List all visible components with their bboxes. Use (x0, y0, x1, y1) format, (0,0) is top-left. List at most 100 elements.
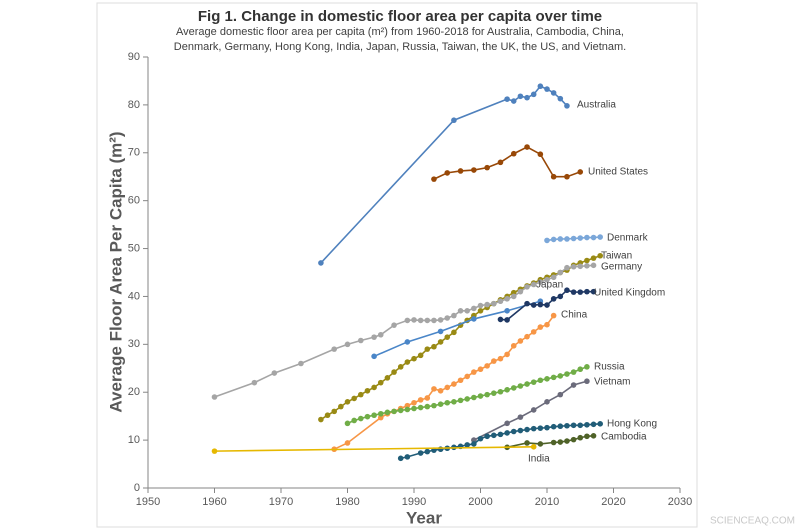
data-point (504, 96, 510, 102)
data-point (550, 173, 557, 180)
chart-frame (96, 2, 698, 528)
data-point (411, 399, 417, 406)
data-point (550, 423, 557, 430)
data-point (530, 329, 537, 335)
data-point (484, 164, 490, 171)
data-point (550, 236, 557, 243)
data-point (344, 341, 351, 348)
data-point (544, 424, 550, 431)
data-point (351, 417, 357, 424)
data-point (471, 316, 477, 322)
data-point (464, 308, 471, 314)
data-point (471, 441, 477, 447)
data-point (524, 94, 530, 101)
data-point (491, 390, 497, 396)
data-point (570, 369, 577, 375)
y-tick-label: 50 (128, 242, 140, 254)
data-point (510, 293, 517, 300)
data-point (550, 312, 557, 319)
data-point (504, 430, 510, 436)
data-point (377, 410, 384, 417)
series-line (506, 435, 594, 449)
x-tick-label: 1960 (202, 496, 226, 508)
data-point (471, 167, 477, 173)
data-point (477, 435, 484, 442)
data-point (338, 403, 344, 410)
data-point (537, 425, 544, 431)
data-point (491, 358, 497, 364)
data-point (537, 301, 544, 308)
data-point (590, 288, 597, 295)
data-point (584, 288, 590, 295)
data-point (491, 300, 497, 307)
data-point (431, 386, 437, 392)
series-label: Cambodia (601, 432, 647, 443)
series-label: Japan (536, 280, 563, 291)
data-point (524, 300, 530, 307)
data-point (570, 382, 577, 388)
data-point (464, 442, 471, 448)
data-point (570, 263, 577, 270)
y-tick-label: 70 (128, 147, 140, 159)
data-point (510, 428, 517, 435)
series-label: Taiwan (601, 251, 632, 262)
data-point (491, 432, 497, 439)
data-point (477, 302, 484, 309)
data-point (451, 329, 457, 336)
data-point (557, 95, 564, 102)
data-point (577, 263, 584, 270)
data-point (364, 387, 371, 394)
data-point (464, 396, 471, 402)
data-point (397, 364, 404, 370)
data-point (557, 439, 564, 445)
data-point (584, 378, 590, 385)
data-point (471, 369, 477, 375)
data-point (397, 455, 404, 462)
series-label: Russia (594, 362, 625, 373)
data-point (564, 371, 570, 377)
data-point (564, 287, 570, 294)
data-point (530, 425, 537, 432)
data-point (404, 359, 411, 365)
data-point (577, 422, 584, 429)
series-label: United States (588, 167, 648, 178)
series-label: Hong Kong (607, 419, 657, 430)
data-point (577, 289, 584, 295)
data-point (431, 176, 437, 182)
x-tick-label: 2020 (601, 496, 625, 508)
data-point (504, 420, 510, 427)
data-point (457, 168, 464, 174)
data-point (271, 370, 278, 376)
data-point (530, 281, 537, 288)
y-tick-label: 90 (128, 51, 140, 63)
data-point (530, 379, 537, 385)
data-point (557, 293, 564, 300)
data-point (497, 355, 504, 362)
data-point (510, 150, 517, 157)
data-point (537, 324, 544, 330)
data-point (364, 413, 371, 420)
data-point (411, 317, 417, 323)
data-point (524, 426, 530, 433)
chart-subtitle: Average domestic floor area per capita (… (173, 26, 627, 53)
data-point (451, 312, 457, 319)
data-point (497, 298, 504, 305)
data-point (564, 103, 570, 109)
data-point (590, 234, 597, 241)
data-point (444, 334, 451, 340)
x-tick-label: 2000 (468, 496, 492, 508)
data-point (510, 98, 517, 104)
data-point (318, 416, 324, 423)
data-point (377, 379, 384, 386)
data-point (544, 276, 550, 283)
data-point (358, 337, 364, 344)
data-point (411, 405, 417, 412)
data-point (570, 436, 577, 443)
data-point (331, 408, 338, 415)
data-point (517, 414, 524, 420)
data-point (577, 169, 584, 175)
data-point (557, 373, 564, 379)
data-point (564, 422, 570, 429)
x-tick-label: 1950 (136, 496, 160, 508)
